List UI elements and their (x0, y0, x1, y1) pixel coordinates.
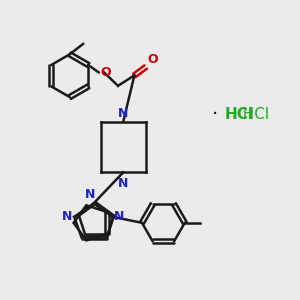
Text: N: N (118, 177, 128, 190)
Text: N: N (114, 210, 125, 224)
Text: O: O (100, 66, 111, 79)
Text: ·: · (212, 105, 218, 124)
Text: N: N (118, 107, 128, 120)
Text: O: O (147, 52, 158, 66)
Text: HCl: HCl (224, 107, 253, 122)
Text: N: N (62, 210, 73, 224)
Text: · HCl: · HCl (233, 107, 269, 122)
Text: N: N (85, 188, 95, 201)
